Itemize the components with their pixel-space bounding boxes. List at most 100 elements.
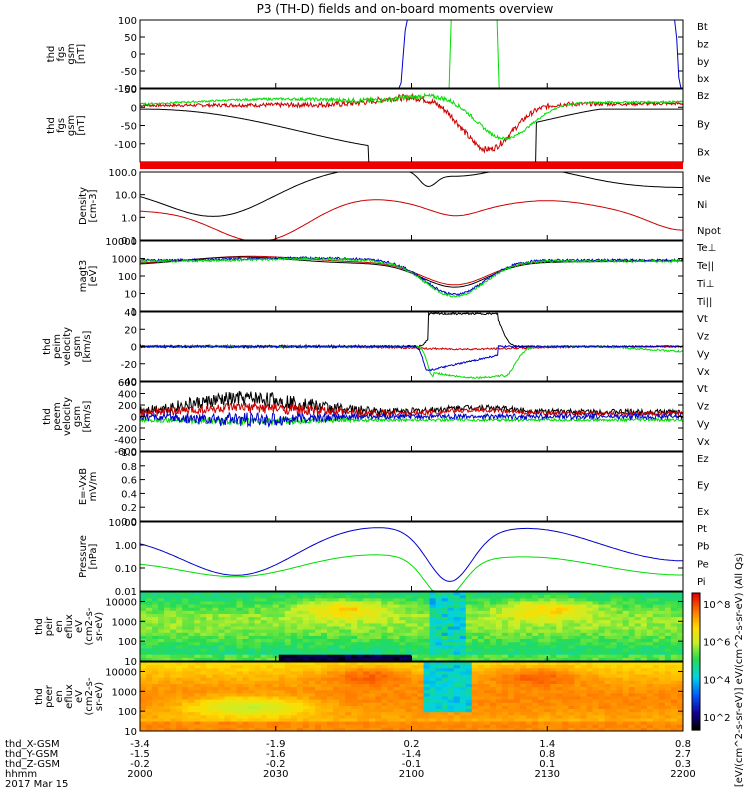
spectrogram-cell (170, 715, 177, 719)
spectrogram-cell (296, 671, 304, 676)
spectrogram-cell (236, 705, 244, 710)
spectrogram-cell (357, 607, 364, 612)
y-tick-label: 1.0 (121, 213, 137, 224)
spectrogram-cell (218, 635, 225, 640)
spectrogram-cell (580, 657, 587, 661)
spectrogram-cell (375, 592, 382, 596)
spectrogram-cell (333, 671, 340, 676)
spectrogram-cell (508, 680, 515, 685)
x-row-value: 1.4 (539, 739, 555, 750)
spectrogram-cell (399, 677, 406, 682)
spectrogram-cell (206, 674, 213, 679)
spectrogram-cell (308, 721, 316, 726)
spectrogram-cell (441, 668, 449, 672)
spectrogram-cell (200, 724, 207, 729)
spectrogram-cell (236, 693, 244, 698)
spectrogram-cell (550, 642, 557, 646)
spectrogram-cell (610, 715, 618, 719)
spectrogram-cell (248, 684, 256, 688)
spectrogram-cell (327, 693, 334, 698)
spectrogram-cell (598, 709, 606, 713)
spectrogram-cell (230, 639, 238, 643)
spectrogram-cell (284, 648, 292, 653)
spectrogram-cell (393, 648, 400, 653)
spectrogram-cell (188, 696, 195, 701)
spectrogram-cell (670, 620, 678, 624)
spectrogram-cell (176, 712, 183, 716)
spectrogram-cell (429, 712, 437, 716)
spectrogram-cell (327, 632, 334, 637)
spectrogram-cell (302, 623, 310, 628)
spectrogram-cell (405, 651, 413, 656)
spectrogram-cell (483, 696, 491, 701)
spectrogram-cell (363, 668, 370, 672)
spectrogram-cell (308, 639, 316, 643)
spectrogram-cell (369, 693, 376, 698)
spectrogram-cell (459, 632, 467, 637)
spectrogram-cell (381, 598, 388, 602)
spectrogram-cell (164, 639, 171, 643)
spectrogram-cell (248, 620, 256, 624)
spectrogram-cell (266, 721, 274, 726)
y-tick-label: 1000 (112, 255, 137, 266)
spectrogram-cell (664, 610, 672, 615)
spectrogram-cell (556, 677, 563, 682)
spectrogram-cell (146, 623, 153, 628)
colorbar-cell (692, 693, 700, 697)
spectrogram-cell (405, 724, 413, 729)
spectrogram-cell (483, 690, 491, 694)
spectrogram-cell (628, 674, 636, 679)
spectrogram-cell (302, 604, 310, 609)
spectrogram-cell (435, 693, 443, 698)
x-row-label: thd_X-GSM (5, 739, 60, 750)
spectrogram-cell (598, 654, 606, 659)
spectrogram-cell (550, 662, 557, 666)
spectrogram-cell (236, 632, 244, 637)
spectrogram-cell (170, 699, 177, 704)
spectrogram-cell (429, 715, 437, 719)
spectrogram-cell (562, 702, 569, 707)
spectrogram-cell (538, 665, 545, 669)
spectrogram-cell (544, 629, 551, 634)
spectrogram-cell (260, 712, 268, 716)
spectrogram-cell (574, 601, 581, 606)
spectrogram-cell (194, 687, 201, 691)
spectrogram-cell (670, 598, 678, 602)
spectrogram-cell (164, 607, 171, 612)
spectrogram-cell (526, 657, 533, 661)
spectrogram-cell (369, 699, 376, 704)
spectrogram-cell (363, 709, 370, 713)
spectrogram-cell (200, 614, 207, 618)
spectrogram-cell (296, 629, 304, 634)
spectrogram-cell (284, 712, 292, 716)
spectrogram-cell (333, 718, 340, 723)
spectrogram-cell (188, 687, 195, 691)
spectrogram-cell (580, 626, 587, 631)
spectrogram-cell (658, 671, 666, 676)
spectrogram-cell (411, 629, 419, 634)
colorbar-cell (692, 618, 700, 621)
spectrogram-cell (556, 601, 563, 606)
spectrogram-cell (405, 709, 413, 713)
spectrogram-cell (302, 727, 310, 731)
spectrogram-cell (520, 604, 527, 609)
spectrogram-cell (242, 657, 250, 661)
spectrogram-cell (345, 699, 352, 704)
spectrogram-cell (568, 724, 575, 729)
spectrogram-cell (176, 709, 183, 713)
spectrogram-cell (188, 654, 195, 659)
colorbar-tick-label: 10^6 (703, 638, 730, 649)
colorbar-cell (692, 627, 700, 631)
spectrogram-cell (387, 614, 394, 618)
spectrogram-cell (182, 592, 189, 596)
spectrogram-cell (483, 592, 491, 596)
spectrogram-cell (230, 693, 238, 698)
spectrogram-cell (405, 623, 413, 628)
spectrogram-cell (568, 645, 575, 649)
spectrogram-cell (351, 610, 358, 615)
spectrogram-cell (502, 626, 509, 631)
spectrogram-cell (628, 617, 636, 621)
spectrogram-cell (580, 693, 587, 698)
spectrogram-cell (514, 654, 521, 659)
spectrogram-cell (236, 699, 244, 704)
